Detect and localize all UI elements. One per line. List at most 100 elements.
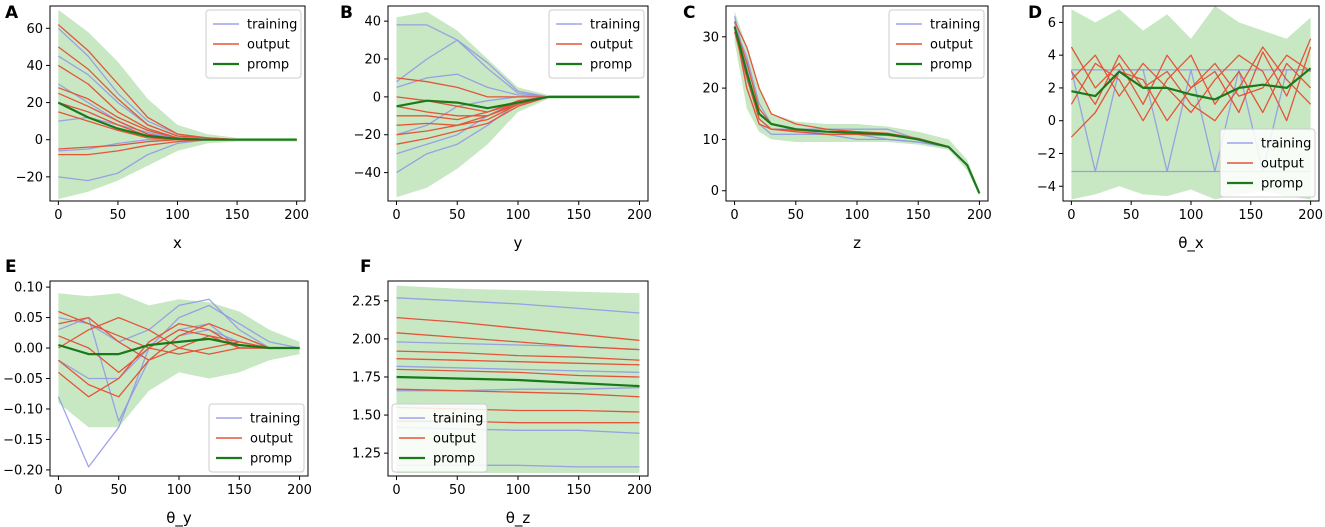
output-line-2 <box>396 332 640 351</box>
x-axis-label: x <box>173 234 182 252</box>
x-tick-label: 50 <box>788 208 805 223</box>
x-tick-label: 200 <box>287 483 312 498</box>
x-tick-label: 0 <box>392 208 400 223</box>
plot-area <box>396 11 640 198</box>
y-tick-label: 6 <box>1048 16 1056 31</box>
y-tick-label: 1.75 <box>352 370 381 385</box>
y-tick-label: 2.00 <box>352 332 381 347</box>
legend: training output promp <box>205 9 302 79</box>
output-line-5 <box>1070 46 1312 122</box>
x-tick-label: 150 <box>566 483 591 498</box>
panel-F: 0 50 100 150 200 1.25 1.50 1.75 2.00 2.25 θ_z Ftrai… <box>352 257 652 527</box>
x-tick-label: 150 <box>227 483 252 498</box>
x-tick-label: 50 <box>110 208 127 223</box>
panel-E: 0 50 100 150 200 −0.20 −0.15 −0.10 −0.05 0.00 0.05… <box>3 257 312 527</box>
y-tick-label: −2 <box>1037 147 1056 162</box>
x-tick-label: 50 <box>110 483 127 498</box>
legend-label-output: output <box>590 38 633 53</box>
x-tick-label: 0 <box>730 208 738 223</box>
x-tick-label: 150 <box>225 208 250 223</box>
panel-letter: A <box>5 3 19 23</box>
y-tick-label: 0 <box>35 133 43 148</box>
panel-letter: C <box>683 3 695 23</box>
x-tick-label: 200 <box>627 208 652 223</box>
y-tick-label: 20 <box>26 96 43 111</box>
training-line-3 <box>396 365 640 374</box>
output-line-4 <box>1070 46 1312 122</box>
training-line-2 <box>58 298 300 349</box>
x-tick-label: 100 <box>506 208 531 223</box>
legend-label-training: training <box>590 18 640 33</box>
legend-box <box>391 403 488 473</box>
x-tick-label: 100 <box>167 483 192 498</box>
y-tick-label: 20 <box>702 82 719 97</box>
promp-line <box>396 95 640 110</box>
x-axis-label: θ_x <box>1178 234 1204 253</box>
x-tick-label: 100 <box>165 208 190 223</box>
promp-std-band <box>58 293 300 428</box>
promp-line <box>58 337 300 356</box>
y-tick-label: 30 <box>702 30 719 45</box>
x-tick-label: 0 <box>54 208 62 223</box>
output-line-6 <box>396 388 640 398</box>
x-axis-label: y <box>514 234 523 252</box>
y-tick-label: 0 <box>711 184 719 199</box>
output-line-2 <box>1070 54 1312 122</box>
output-line-3 <box>396 350 640 361</box>
y-tick-label: 0.05 <box>14 311 43 326</box>
x-tick-label: 150 <box>566 208 591 223</box>
y-tick-label: 0.00 <box>14 342 43 357</box>
legend-label-training: training <box>250 412 300 427</box>
y-tick-label: 10 <box>702 133 719 148</box>
y-tick-label: 20 <box>364 53 381 68</box>
legend-box <box>208 403 305 473</box>
y-tick-label: −0.10 <box>3 402 43 417</box>
promp-line <box>396 375 640 388</box>
legend: training output promp <box>391 403 488 473</box>
x-tick-label: 100 <box>506 483 531 498</box>
output-line-5 <box>57 323 300 398</box>
legend-label-output: output <box>930 38 973 53</box>
legend-box <box>548 9 645 79</box>
legend-label-output: output <box>433 432 476 447</box>
x-tick-label: 0 <box>1067 208 1075 223</box>
legend-label-promp: promp <box>433 452 475 467</box>
y-tick-label: −20 <box>16 170 43 185</box>
legend-label-training: training <box>433 412 483 427</box>
legend-label-training: training <box>247 18 297 33</box>
y-tick-label: −0.05 <box>3 372 43 387</box>
output-line-4 <box>396 358 640 366</box>
x-axis-label: θ_y <box>166 509 192 527</box>
legend-label-promp: promp <box>1261 177 1303 192</box>
x-tick-label: 200 <box>1298 208 1323 223</box>
y-tick-label: 0.10 <box>14 281 43 296</box>
x-tick-label: 50 <box>449 208 466 223</box>
legend-label-training: training <box>930 18 980 33</box>
legend-label-output: output <box>247 38 290 53</box>
legend-label-promp: promp <box>247 58 289 73</box>
legend-label-output: output <box>1261 157 1304 172</box>
legend: training output promp <box>208 403 305 473</box>
output-line-3 <box>1070 54 1311 138</box>
legend-label-training: training <box>1261 137 1311 152</box>
y-tick-label: −0.20 <box>3 463 43 478</box>
plot-area <box>57 9 297 200</box>
panel-letter: F <box>360 257 372 277</box>
x-tick-label: 150 <box>906 208 931 223</box>
legend-label-promp: promp <box>930 58 972 73</box>
y-tick-label: −20 <box>354 128 381 143</box>
legend: training output promp <box>1219 128 1316 198</box>
training-line-1 <box>396 297 640 314</box>
x-tick-label: 100 <box>845 208 870 223</box>
x-axis-label: θ_z <box>506 509 531 527</box>
panel-letter: E <box>5 257 17 277</box>
legend-box <box>888 9 985 79</box>
y-tick-label: 40 <box>26 59 43 74</box>
y-tick-label: 40 <box>364 15 381 30</box>
y-tick-label: −4 <box>1037 180 1056 195</box>
x-tick-label: 0 <box>54 483 62 498</box>
y-tick-label: −40 <box>354 166 381 181</box>
promp-line <box>1071 67 1312 101</box>
